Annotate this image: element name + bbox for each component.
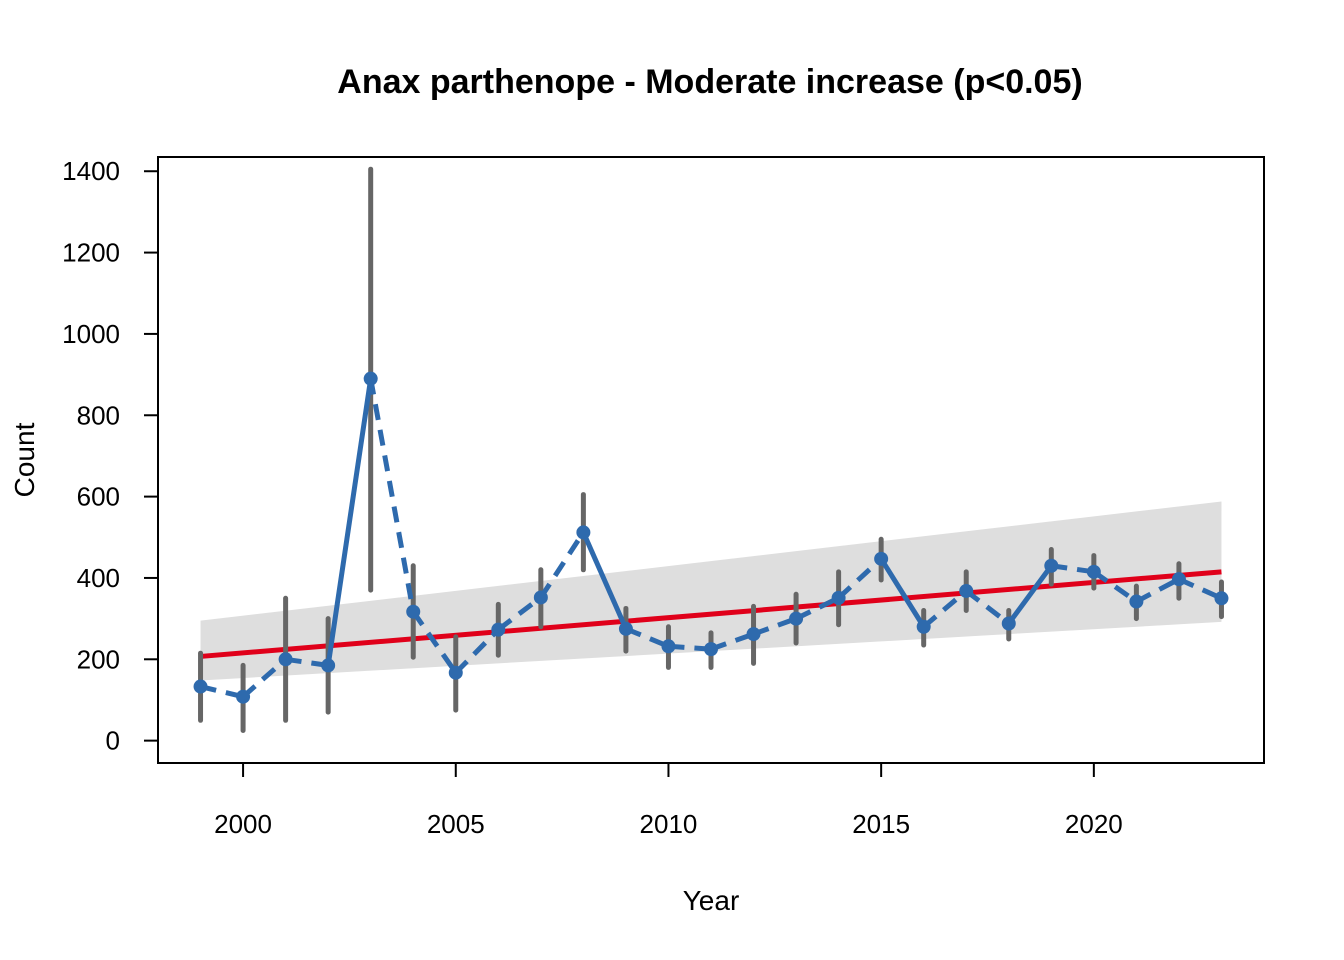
y-tick-label: 0	[106, 726, 120, 756]
y-tick-label: 1400	[62, 156, 120, 186]
observed-segment	[624, 626, 670, 649]
x-axis-label: Year	[683, 885, 740, 916]
observed-segment	[411, 610, 458, 675]
data-point	[831, 590, 846, 605]
data-point	[278, 652, 293, 667]
y-tick-label: 200	[77, 644, 120, 674]
observed-segment	[285, 656, 329, 668]
observed-segment	[199, 684, 244, 700]
data-point	[321, 658, 336, 673]
observed-segment	[538, 531, 586, 599]
observed-segment	[879, 557, 926, 629]
observed-segment	[581, 531, 629, 630]
data-point	[236, 689, 251, 704]
data-point	[661, 639, 676, 654]
y-tick-label: 600	[77, 482, 120, 512]
data-point	[406, 604, 421, 619]
data-point	[576, 525, 591, 540]
data-point	[533, 590, 548, 605]
observed-segment	[241, 657, 288, 699]
data-point	[874, 551, 889, 566]
data-point	[363, 371, 378, 386]
data-point	[1044, 558, 1059, 573]
data-point	[1214, 591, 1229, 606]
observed-segment	[1177, 576, 1223, 601]
x-tick-label: 2010	[640, 809, 698, 839]
data-point	[704, 642, 718, 657]
data-point	[1086, 564, 1101, 579]
data-point	[916, 619, 931, 634]
y-tick-label: 1200	[62, 238, 120, 268]
data-point	[1001, 616, 1016, 631]
observed-segment	[1050, 563, 1095, 575]
x-tick-label: 2005	[427, 809, 485, 839]
data-point	[959, 583, 974, 598]
y-tick-label: 800	[77, 400, 120, 430]
observed-segment	[836, 556, 883, 600]
x-tick-label: 2015	[852, 809, 910, 839]
data-point	[448, 665, 463, 680]
data-point	[193, 679, 208, 694]
observed-segment	[453, 627, 501, 675]
observed-segment	[1006, 564, 1054, 625]
data-point	[789, 611, 804, 626]
observed-segment	[964, 588, 1011, 626]
observed-segment	[496, 595, 543, 632]
y-axis-label: Count	[9, 422, 40, 497]
observed-segment	[1092, 569, 1138, 604]
x-tick-label: 2000	[214, 809, 272, 839]
data-point	[746, 627, 761, 642]
x-tick-label: 2020	[1065, 809, 1123, 839]
observed-segment	[710, 631, 755, 652]
observed-segment	[325, 378, 374, 666]
y-axis: 0 200 400 600 800 1000 1200 1400	[62, 156, 159, 756]
observed-segment	[1135, 576, 1181, 604]
observed-segment	[794, 595, 840, 621]
observed-segment	[668, 643, 712, 652]
y-tick-label: 1000	[62, 319, 120, 349]
data-point	[1129, 594, 1144, 609]
chart-title: Anax parthenope - Moderate increase (p<0…	[337, 63, 1082, 101]
observed-points-layer	[193, 371, 1229, 704]
data-point	[1171, 572, 1186, 587]
observed-segment	[368, 378, 416, 613]
observed-segment	[752, 616, 797, 637]
observed-line-layer	[199, 378, 1223, 700]
data-point	[491, 622, 506, 637]
x-axis: 2000 2005 2010 2015 2020	[214, 762, 1123, 839]
data-point	[618, 621, 633, 636]
y-tick-label: 400	[77, 563, 120, 593]
observed-segment	[922, 589, 968, 629]
